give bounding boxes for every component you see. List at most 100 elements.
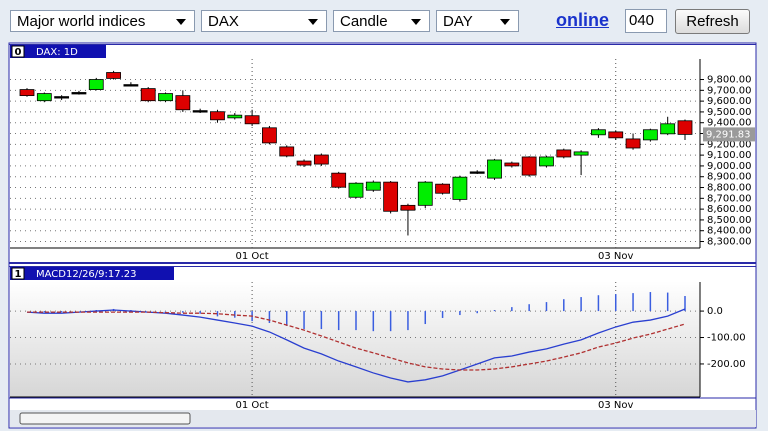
y-tick-label: 8,500.00 xyxy=(707,215,752,226)
y-tick-label: 0.0 xyxy=(707,306,723,317)
candle-body xyxy=(106,72,121,79)
candle-body xyxy=(279,146,295,157)
y-tick-label: 9,100.00 xyxy=(707,150,752,161)
histogram-bar xyxy=(303,311,305,330)
y-tick-label: 8,800.00 xyxy=(707,183,752,194)
candle-body xyxy=(158,93,173,102)
style-select[interactable]: Candle xyxy=(333,10,430,32)
histogram-bar xyxy=(597,295,600,312)
panel-title: DAX: 1D xyxy=(36,47,78,58)
candle-body xyxy=(192,110,208,113)
panel-badge-text: 1 xyxy=(15,269,22,280)
panel-header xyxy=(10,45,106,58)
histogram-bar xyxy=(164,311,167,312)
histogram-bar xyxy=(476,311,478,314)
histogram-bar xyxy=(182,311,184,313)
histogram-bar xyxy=(666,292,669,312)
refresh-button[interactable]: Refresh xyxy=(675,9,750,34)
candle-body xyxy=(677,120,693,135)
y-tick-label: 8,600.00 xyxy=(707,204,752,215)
histogram-bar xyxy=(337,311,340,331)
histogram-bar xyxy=(285,311,288,326)
y-tick-label: 8,700.00 xyxy=(707,193,752,204)
candle-body xyxy=(487,159,502,179)
candle-body xyxy=(227,114,243,119)
histogram-bar xyxy=(60,311,63,313)
y-tick-label: 9,400.00 xyxy=(707,118,752,129)
candle-body xyxy=(452,176,468,200)
y-tick-label: 8,300.00 xyxy=(707,237,752,248)
candle-body xyxy=(504,162,520,167)
candle-body xyxy=(660,123,676,135)
candle-body xyxy=(469,171,485,174)
histogram-bar xyxy=(632,293,634,312)
candle-body xyxy=(88,79,104,90)
histogram-bar xyxy=(580,297,582,312)
y-tick-label: 9,600.00 xyxy=(707,96,752,107)
panel-badge xyxy=(11,267,25,280)
last-price-box xyxy=(703,127,755,142)
candle-body xyxy=(123,84,139,87)
macd-line xyxy=(26,308,686,383)
candle-body xyxy=(435,183,450,194)
market-select[interactable]: Major world indices xyxy=(10,10,195,32)
scroll-track xyxy=(10,410,756,427)
panel-badge-text: 0 xyxy=(15,47,22,58)
histogram-bar xyxy=(511,307,513,312)
candle-body xyxy=(365,181,381,191)
candle-body xyxy=(642,129,658,141)
panel-header xyxy=(10,267,174,280)
online-link[interactable]: online xyxy=(556,10,609,30)
x-tick-label: 03 Nov xyxy=(598,251,634,262)
y-tick-label: 8,400.00 xyxy=(707,226,752,237)
y-tick-label: 9,700.00 xyxy=(707,85,752,96)
histogram-bar xyxy=(320,311,323,330)
candle-body xyxy=(556,149,572,158)
candle-body xyxy=(625,138,641,149)
candle-body xyxy=(331,172,347,188)
interval-input[interactable]: 040 xyxy=(625,9,667,33)
histogram-bar xyxy=(199,311,201,314)
histogram-bar xyxy=(424,311,427,325)
candle-body xyxy=(383,181,399,212)
histogram-bar xyxy=(407,311,409,331)
y-tick-label: 9,000.00 xyxy=(707,161,752,172)
histogram-bar xyxy=(528,304,530,312)
x-tick-label: 01 Oct xyxy=(236,251,269,262)
period-select[interactable]: DAY xyxy=(436,10,519,32)
histogram-bar xyxy=(684,296,686,312)
candle-body xyxy=(521,156,537,176)
candle-body xyxy=(591,129,606,136)
histogram-bar xyxy=(493,310,496,312)
candle-body xyxy=(539,156,554,167)
scroll-thumb[interactable] xyxy=(19,412,191,425)
candle-body xyxy=(417,181,433,206)
histogram-bar xyxy=(545,302,548,312)
candle-body xyxy=(313,154,329,165)
histogram-bar xyxy=(43,311,46,313)
histogram-bar xyxy=(234,311,236,318)
candle-body xyxy=(210,111,225,121)
candle-body xyxy=(140,88,156,102)
y-tick-label: 9,500.00 xyxy=(707,107,752,118)
candle-body xyxy=(244,115,260,125)
candle-body xyxy=(400,204,416,211)
histogram-bar xyxy=(268,311,271,323)
histogram-bar xyxy=(459,311,461,316)
x-tick-label: 03 Nov xyxy=(598,400,634,411)
histogram-bar xyxy=(614,294,617,312)
symbol-select[interactable]: DAX xyxy=(201,10,327,32)
candle-body xyxy=(19,89,35,97)
panel-title: MACD12/26/9:17.23 xyxy=(36,269,137,280)
candle-body xyxy=(71,92,87,95)
y-tick-label: 9,800.00 xyxy=(707,75,752,86)
histogram-bar xyxy=(389,311,392,332)
histogram-bar xyxy=(216,311,219,317)
candle-body xyxy=(573,151,589,156)
macd-line xyxy=(27,311,686,371)
histogram-bar xyxy=(372,311,375,332)
x-tick-label: 01 Oct xyxy=(236,400,269,411)
candle-body xyxy=(36,93,52,102)
last-price-label: 9,291.83 xyxy=(706,129,751,140)
